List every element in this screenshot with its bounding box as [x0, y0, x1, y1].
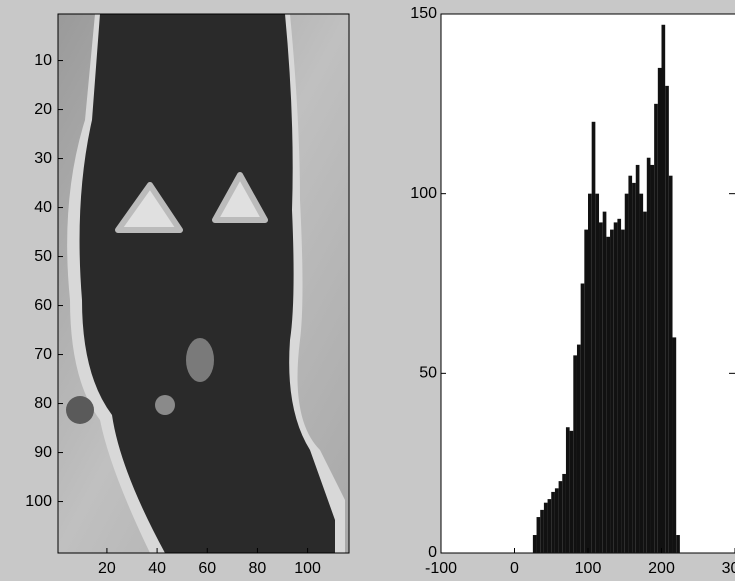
bar — [565, 427, 570, 553]
x-tick-label: 100 — [294, 560, 321, 577]
bar — [672, 337, 677, 553]
bar — [540, 509, 544, 553]
y-tick-label: 10 — [34, 52, 52, 69]
bar — [676, 535, 680, 553]
bar — [602, 211, 607, 553]
bar — [569, 430, 574, 553]
bar — [617, 218, 622, 553]
bar — [624, 193, 629, 553]
y-tick-label: 100 — [410, 185, 437, 202]
bar — [628, 175, 633, 553]
y-tick-label: 20 — [34, 101, 52, 118]
bar — [595, 193, 600, 553]
axes-frame — [57, 13, 350, 554]
bar — [576, 344, 581, 553]
y-tick-label: 80 — [34, 395, 52, 412]
x-tick-label: 80 — [249, 560, 267, 577]
bar — [532, 535, 537, 553]
x-tick-label: -100 — [425, 560, 457, 577]
y-tick-label: 150 — [410, 5, 437, 22]
y-tick-label: 0 — [428, 544, 437, 561]
bar — [536, 517, 541, 553]
bar — [621, 229, 625, 553]
bar — [591, 121, 596, 554]
bar — [562, 473, 566, 553]
image — [58, 14, 349, 553]
bar — [668, 175, 673, 553]
x-tick-label: 200 — [648, 560, 675, 577]
y-tick-label: 40 — [34, 199, 52, 216]
bar — [650, 164, 655, 554]
x-tick-label: 300 — [722, 560, 735, 577]
bar — [588, 193, 592, 553]
bar — [657, 67, 662, 554]
bar — [554, 488, 559, 553]
y-tick-label: 70 — [34, 346, 52, 363]
bar — [610, 229, 614, 553]
x-tick-label: 100 — [575, 560, 602, 577]
bar — [558, 481, 563, 553]
y-tick-label: 30 — [34, 150, 52, 167]
bar — [543, 502, 548, 553]
bar — [643, 211, 647, 553]
bar — [580, 283, 585, 553]
y-tick-label: 50 — [34, 248, 52, 265]
bar — [606, 236, 611, 553]
bar — [661, 24, 666, 553]
bar — [573, 355, 577, 553]
bar — [547, 499, 552, 553]
bar — [584, 229, 588, 553]
y-tick-label: 90 — [34, 444, 52, 461]
x-tick-label: 0 — [510, 560, 519, 577]
bar — [635, 164, 640, 554]
bar — [646, 157, 651, 553]
x-tick-label: 20 — [98, 560, 116, 577]
bar — [599, 222, 603, 553]
bar — [654, 103, 658, 553]
bar — [551, 491, 555, 553]
y-tick-label: 100 — [25, 493, 52, 510]
x-tick-label: 60 — [198, 560, 216, 577]
bar — [665, 85, 669, 553]
x-tick-label: 40 — [148, 560, 166, 577]
bar — [632, 182, 636, 554]
bar — [613, 222, 618, 553]
y-tick-label: 50 — [419, 365, 437, 382]
y-tick-label: 60 — [34, 297, 52, 314]
bar — [639, 193, 644, 553]
